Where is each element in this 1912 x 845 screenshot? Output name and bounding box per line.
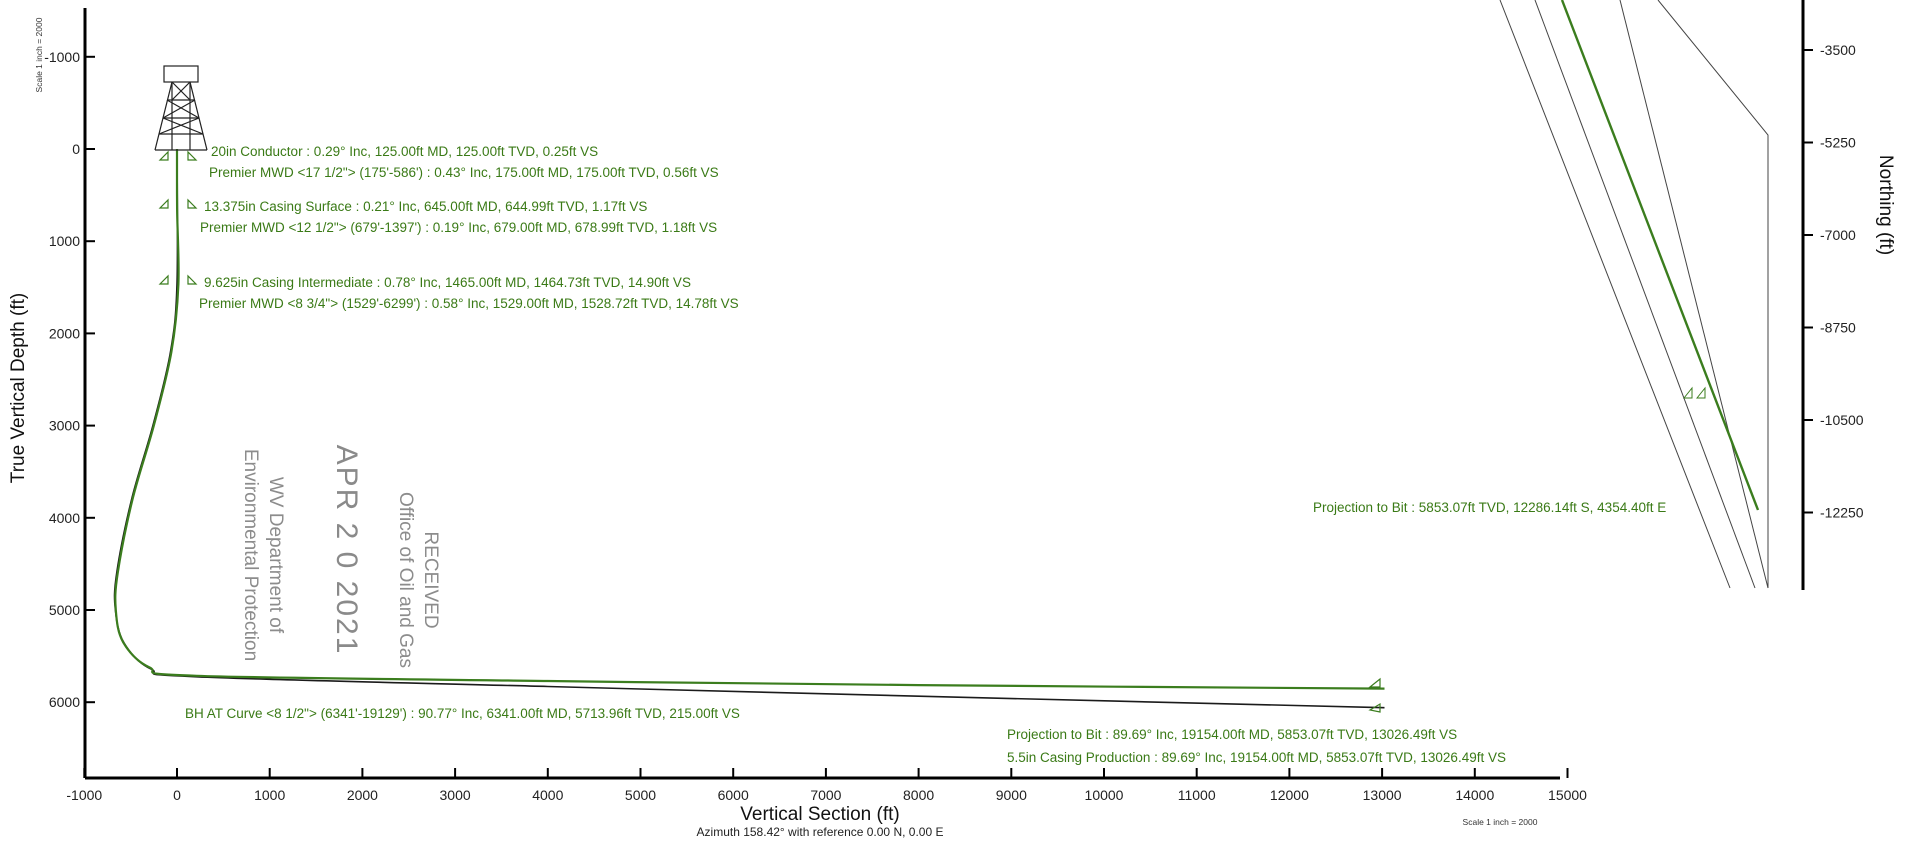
annotation-bh-curve: BH AT Curve <8 1/2"> (6341'-19129') : 90… [185,706,740,721]
stamp-office: Office of Oil and Gas [395,492,416,668]
section-annotations: 20in Conductor : 0.29° Inc, 125.00ft MD,… [185,144,1506,765]
vs-tick-label: 10000 [1085,787,1124,803]
northing-ticks: -3500 -5250 -7000 -8750 -10500 -12250 [1803,42,1864,521]
northing-tick-label: -12250 [1820,505,1864,521]
tvd-tick-label: 3000 [49,418,80,434]
vs-tick-label: -1000 [66,787,102,803]
vs-tick-label: 1000 [254,787,285,803]
tvd-axis-title: True Vertical Depth (ft) [8,293,29,483]
annotation-conductor: 20in Conductor : 0.29° Inc, 125.00ft MD,… [211,144,598,159]
vs-tick-label: 7000 [810,787,841,803]
annotation-casing-intermediate: 9.625in Casing Intermediate : 0.78° Inc,… [204,275,691,290]
stamp-wv-department: WV Department of [265,477,286,634]
northing-tick-label: -10500 [1820,412,1864,428]
northing-tick-label: -8750 [1820,320,1856,336]
northing-axis-title: Northing (ft) [1875,155,1896,255]
drilling-rig-icon [154,65,208,151]
northing-tick-label: -5250 [1820,135,1856,151]
vs-tick-label: 13000 [1363,787,1402,803]
vs-tick-label: 8000 [903,787,934,803]
vs-tick-label: 12000 [1270,787,1309,803]
annotation-casing-surface: 13.375in Casing Surface : 0.21° Inc, 645… [204,199,647,214]
vs-tick-label: 6000 [718,787,749,803]
vs-axis-title: Vertical Section (ft) [740,804,899,825]
tvd-tick-label: -1000 [44,49,80,65]
vs-tick-label: 11000 [1178,787,1216,803]
vs-tick-label: 15000 [1548,787,1587,803]
stamp-date: APR 2 0 2021 [330,445,363,656]
tvd-tick-label: 5000 [49,602,80,618]
tvd-tick-label: 1000 [49,233,80,249]
vs-ticks: -1000 0 1000 2000 3000 4000 5000 6000 7000 8000 90… [66,768,1587,803]
vs-tick-label: 5000 [625,787,656,803]
vs-tick-label: 2000 [347,787,378,803]
annotation-mwd-8: Premier MWD <8 3/4"> (1529'-6299') : 0.5… [199,296,739,311]
vs-tick-label: 4000 [532,787,563,803]
annotation-casing-production: 5.5in Casing Production : 89.69° Inc, 19… [1007,750,1506,765]
annotation-mwd-12: Premier MWD <12 1/2"> (679'-1397') : 0.1… [200,220,717,235]
vs-tick-label: 0 [173,787,181,803]
plan-view: -3500 -5250 -7000 -8750 -10500 -12250 Northin… [1313,0,1896,590]
tvd-tick-label: 6000 [49,694,80,710]
northing-tick-label: -7000 [1820,227,1856,243]
annotation-mwd-17: Premier MWD <17 1/2"> (175'-586') : 0.43… [209,165,719,180]
plan-view-well-path [1560,0,1760,511]
actual-well-path [114,148,1385,690]
northing-tick-label: -3500 [1820,42,1856,58]
scale-note-top: Scale 1 inch = 2000 [34,17,44,92]
casing-shoe-icon [158,150,1381,713]
scale-note-bottom: Scale 1 inch = 2000 [1463,817,1538,827]
azimuth-note: Azimuth 158.42° with reference 0.00 N, 0… [697,825,944,839]
plan-annotation-projection: Projection to Bit : 5853.07ft TVD, 12286… [1313,500,1666,515]
stamp-environmental: Environmental Protection [240,449,261,661]
lease-lines [1499,0,1769,589]
section-axes: -1000 0 1000 2000 3000 4000 5000 6000 -1000 0 100… [44,8,1587,803]
stamp-received: RECEIVED [420,531,441,628]
received-stamp: RECEIVED Office of Oil and Gas APR 2 0 2… [240,445,441,668]
tvd-ticks: -1000 0 1000 2000 3000 4000 5000 6000 [44,49,95,710]
tvd-tick-label: 4000 [49,510,80,526]
vs-tick-label: 14000 [1455,787,1494,803]
casing-shoe-icon [1682,386,1706,399]
vs-tick-label: 3000 [440,787,471,803]
tvd-tick-label: 2000 [49,325,80,341]
vs-tick-label: 9000 [996,787,1027,803]
tvd-tick-label: 0 [72,141,80,157]
annotation-projection-to-bit: Projection to Bit : 89.69° Inc, 19154.00… [1007,727,1457,742]
